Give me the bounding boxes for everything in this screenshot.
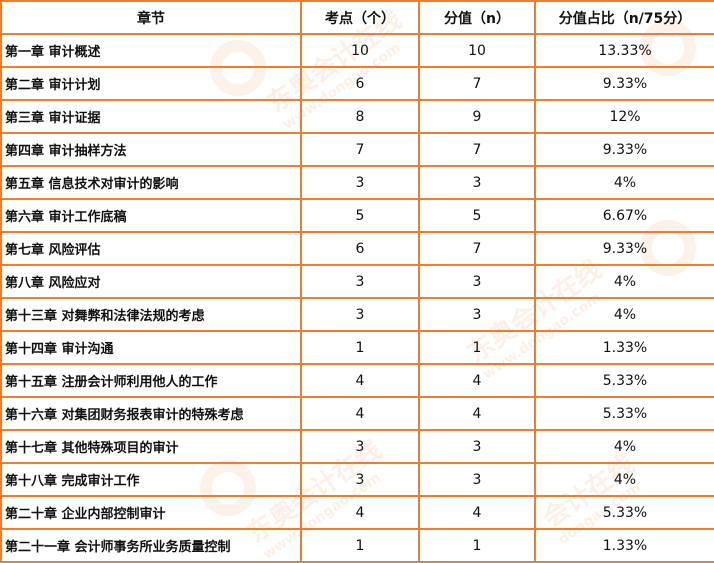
table-row: 第十七章 其他特殊项目的审计 3 3 4% (0, 429, 714, 464)
table-row: 第三章 审计证据 8 9 12% (0, 99, 714, 134)
chapter-cell: 第十五章 注册会计师利用他人的工作 (0, 363, 302, 398)
chapter-cell: 第二十章 企业内部控制审计 (0, 495, 302, 530)
points-cell: 4 (300, 363, 420, 398)
points-cell: 3 (300, 165, 420, 200)
ratio-cell: 5.33% (534, 396, 714, 431)
header-row: 章节 考点（个） 分值（n） 分值占比（n/75分） (0, 0, 714, 35)
header-points: 考点（个） (300, 0, 420, 35)
ratio-cell: 4% (534, 462, 714, 497)
table-row: 第十三章 对舞弊和法律法规的考虑 3 3 4% (0, 297, 714, 332)
score-cell: 4 (418, 396, 536, 431)
points-cell: 6 (300, 231, 420, 266)
table-row: 第二十章 企业内部控制审计 4 4 5.33% (0, 495, 714, 530)
points-cell: 7 (300, 132, 420, 167)
chapter-cell: 第十八章 完成审计工作 (0, 462, 302, 497)
header-chapter: 章节 (0, 0, 302, 35)
score-cell: 5 (418, 198, 536, 233)
ratio-cell: 6.67% (534, 198, 714, 233)
ratio-cell: 9.33% (534, 132, 714, 167)
chapter-cell: 第七章 风险评估 (0, 231, 302, 266)
score-cell: 7 (418, 132, 536, 167)
ratio-cell: 1.33% (534, 528, 714, 563)
header-score: 分值（n） (418, 0, 536, 35)
score-cell: 3 (418, 297, 536, 332)
header-ratio: 分值占比（n/75分） (534, 0, 714, 35)
table-row: 第六章 审计工作底稿 5 5 6.67% (0, 198, 714, 233)
table-row: 第八章 风险应对 3 3 4% (0, 264, 714, 299)
score-cell: 3 (418, 462, 536, 497)
ratio-cell: 1.33% (534, 330, 714, 365)
points-cell: 3 (300, 429, 420, 464)
chapter-cell: 第四章 审计抽样方法 (0, 132, 302, 167)
chapter-cell: 第五章 信息技术对审计的影响 (0, 165, 302, 200)
table-row: 第四章 审计抽样方法 7 7 9.33% (0, 132, 714, 167)
score-cell: 1 (418, 330, 536, 365)
chapter-cell: 第十三章 对舞弊和法律法规的考虑 (0, 297, 302, 332)
ratio-cell: 9.33% (534, 66, 714, 101)
points-cell: 6 (300, 66, 420, 101)
score-cell: 4 (418, 495, 536, 530)
score-cell: 7 (418, 231, 536, 266)
table-row: 第一章 审计概述 10 10 13.33% (0, 33, 714, 68)
ratio-cell: 5.33% (534, 363, 714, 398)
points-cell: 1 (300, 528, 420, 563)
ratio-cell: 4% (534, 297, 714, 332)
ratio-cell: 12% (534, 99, 714, 134)
chapter-cell: 第六章 审计工作底稿 (0, 198, 302, 233)
points-cell: 4 (300, 396, 420, 431)
chapter-cell: 第十六章 对集团财务报表审计的特殊考虑 (0, 396, 302, 431)
table-row: 第七章 风险评估 6 7 9.33% (0, 231, 714, 266)
table-row: 第十六章 对集团财务报表审计的特殊考虑 4 4 5.33% (0, 396, 714, 431)
points-cell: 3 (300, 264, 420, 299)
score-cell: 10 (418, 33, 536, 68)
score-cell: 7 (418, 66, 536, 101)
points-cell: 10 (300, 33, 420, 68)
table-row: 第二章 审计计划 6 7 9.33% (0, 66, 714, 101)
ratio-cell: 9.33% (534, 231, 714, 266)
ratio-cell: 4% (534, 264, 714, 299)
points-cell: 8 (300, 99, 420, 134)
points-cell: 5 (300, 198, 420, 233)
chapter-cell: 第二章 审计计划 (0, 66, 302, 101)
table-row: 第十八章 完成审计工作 3 3 4% (0, 462, 714, 497)
score-cell: 4 (418, 363, 536, 398)
points-cell: 3 (300, 297, 420, 332)
points-cell: 1 (300, 330, 420, 365)
score-cell: 3 (418, 264, 536, 299)
table-row: 第二十一章 会计师事务所业务质量控制 1 1 1.33% (0, 528, 714, 563)
chapter-cell: 第二十一章 会计师事务所业务质量控制 (0, 528, 302, 563)
chapter-cell: 第八章 风险应对 (0, 264, 302, 299)
ratio-cell: 13.33% (534, 33, 714, 68)
score-cell: 9 (418, 99, 536, 134)
chapter-cell: 第十七章 其他特殊项目的审计 (0, 429, 302, 464)
ratio-cell: 4% (534, 429, 714, 464)
ratio-cell: 4% (534, 165, 714, 200)
score-cell: 3 (418, 165, 536, 200)
points-cell: 4 (300, 495, 420, 530)
ratio-cell: 5.33% (534, 495, 714, 530)
chapter-cell: 第三章 审计证据 (0, 99, 302, 134)
score-cell: 3 (418, 429, 536, 464)
table-row: 第五章 信息技术对审计的影响 3 3 4% (0, 165, 714, 200)
table-row: 第十四章 审计沟通 1 1 1.33% (0, 330, 714, 365)
score-cell: 1 (418, 528, 536, 563)
chapter-cell: 第十四章 审计沟通 (0, 330, 302, 365)
points-cell: 3 (300, 462, 420, 497)
chapter-cell: 第一章 审计概述 (0, 33, 302, 68)
table-row: 第十五章 注册会计师利用他人的工作 4 4 5.33% (0, 363, 714, 398)
